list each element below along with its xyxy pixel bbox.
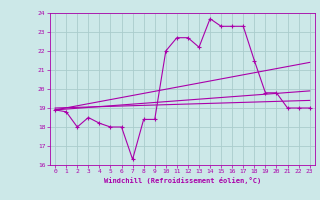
- X-axis label: Windchill (Refroidissement éolien,°C): Windchill (Refroidissement éolien,°C): [104, 177, 261, 184]
